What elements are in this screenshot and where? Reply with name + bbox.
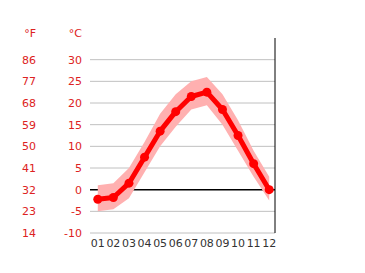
y2-axis: 14 23 32 41 50 59 68 77 86 [22,39,37,241]
grid [90,60,275,233]
tick-label: 08 [200,237,214,250]
tick-label: 25 [68,75,82,88]
tick-label: 05 [153,237,167,250]
tick-label: 03 [122,237,136,250]
point [265,185,274,194]
tick: 68 [22,97,36,110]
tick-label: 30 [68,54,82,67]
point [93,195,102,204]
tick-label: 12 [262,237,276,250]
tick: 08 [200,235,214,250]
tick-label: 10 [68,140,82,153]
tick: 01 [91,235,105,250]
y-axis: -10 -5 0 5 10 15 20 25 30 [64,39,82,241]
point [234,131,243,140]
tick-label: 02 [106,237,120,250]
axis-title: °C [69,27,83,40]
grid-line [90,233,275,234]
tick: 41 [22,162,36,175]
tick: 5 [75,162,82,175]
tick: 03 [122,235,136,250]
range-band [98,77,269,211]
tick: 02 [106,235,120,250]
tick-label: 01 [91,237,105,250]
grid-line [90,81,275,82]
tick-label: 0 [75,184,82,197]
series-line [98,92,269,199]
chart: -10-5051015202530142332415059687786°F°C0… [0,0,365,273]
plot-area [93,77,273,211]
grid-line [90,211,275,212]
axis-line [36,39,37,234]
tick-label: 59 [22,119,36,132]
tick: 32 [22,184,36,197]
grid-line [90,59,275,60]
tick-label: 32 [22,184,36,197]
grid-line [90,124,275,125]
tick-label: 20 [68,97,82,110]
tick: -10 [64,227,82,240]
tick: 30 [68,54,82,67]
point [171,107,180,116]
tick-label: -10 [64,227,82,240]
tick: 10 [68,140,82,153]
tick: 59 [22,119,36,132]
x-axis: 010203040506070809101112 [91,235,278,250]
tick-label: 09 [215,237,229,250]
tick-label: 41 [22,162,36,175]
axis-frame [275,38,276,233]
axis-title: °F [24,27,36,40]
tick-label: 07 [184,237,198,250]
point [218,105,227,114]
tick-label: 68 [22,97,36,110]
tick-label: 50 [22,140,36,153]
tick: 25 [68,75,82,88]
tick: 86 [22,54,36,67]
tick: 11 [247,235,261,250]
tick: 15 [68,119,82,132]
tick: 06 [169,235,183,250]
grid-line [90,168,275,169]
tick: 07 [184,235,198,250]
tick-label: 5 [75,162,82,175]
tick: 77 [22,75,36,88]
tick-label: 06 [169,237,183,250]
tick: 10 [231,235,245,250]
axis-line [82,39,83,234]
tick-label: -5 [71,205,82,218]
point [202,88,211,97]
tick-label: 86 [22,54,36,67]
tick: 12 [262,235,276,250]
tick: 04 [138,235,152,250]
point [187,92,196,101]
tick: 05 [153,235,167,250]
tick: 20 [68,97,82,110]
tick: 09 [215,235,229,250]
tick: 23 [22,205,36,218]
tick: 14 [22,227,36,240]
tick-label: 04 [138,237,152,250]
tick: 50 [22,140,36,153]
point [124,179,133,188]
tick-label: 10 [231,237,245,250]
point [109,193,118,202]
tick-label: 15 [68,119,82,132]
point [249,159,258,168]
tick: 0 [75,184,82,197]
point [140,153,149,162]
tick-label: 14 [22,227,36,240]
point [156,127,165,136]
tick-label: 11 [247,237,261,250]
tick: -5 [71,205,82,218]
tick-label: 77 [22,75,36,88]
tick-label: 23 [22,205,36,218]
